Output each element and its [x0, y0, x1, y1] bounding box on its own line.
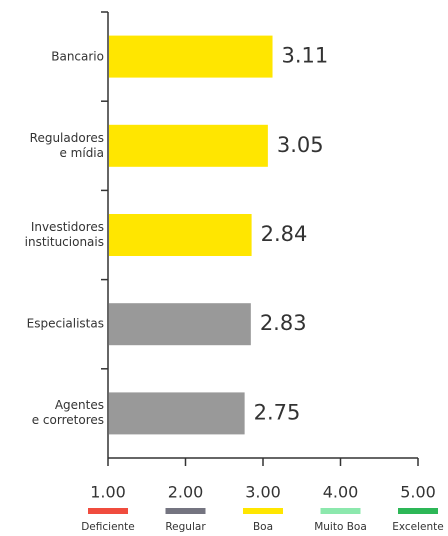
scale-label: Excelente: [392, 521, 444, 533]
category-label: Bancario: [51, 49, 104, 64]
bar: [109, 214, 252, 256]
value-label: 2.83: [260, 311, 307, 335]
x-tick-label: 4.00: [323, 483, 359, 502]
scale-label: Deficiente: [81, 521, 135, 533]
x-tick-label: 3.00: [245, 483, 281, 502]
scale-swatch: [88, 508, 128, 514]
scale-swatch: [165, 508, 206, 514]
scale-swatch: [320, 508, 361, 514]
category-label: Especialistas: [26, 316, 104, 331]
value-label: 2.84: [261, 222, 308, 246]
category-label: Agentes e corretores: [31, 398, 104, 428]
x-tick-label: 5.00: [400, 483, 436, 502]
value-label: 2.75: [254, 400, 301, 424]
bar: [109, 35, 273, 78]
category-label: Investidores institucionais: [24, 220, 104, 249]
scale-swatch: [243, 508, 283, 514]
bar: [109, 124, 268, 167]
x-tick-label: 2.00: [168, 483, 204, 502]
category-label: Reguladores e mídia: [29, 130, 104, 160]
scale-label: Muito Boa: [314, 521, 367, 533]
value-label: 3.05: [277, 133, 324, 157]
value-label: 3.11: [282, 44, 329, 68]
scale-label: Boa: [253, 521, 273, 533]
bar: [109, 303, 251, 346]
bar: [109, 392, 245, 435]
x-tick-label: 1.00: [90, 483, 126, 502]
scale-label: Regular: [165, 521, 206, 533]
scale-swatch: [398, 508, 438, 514]
